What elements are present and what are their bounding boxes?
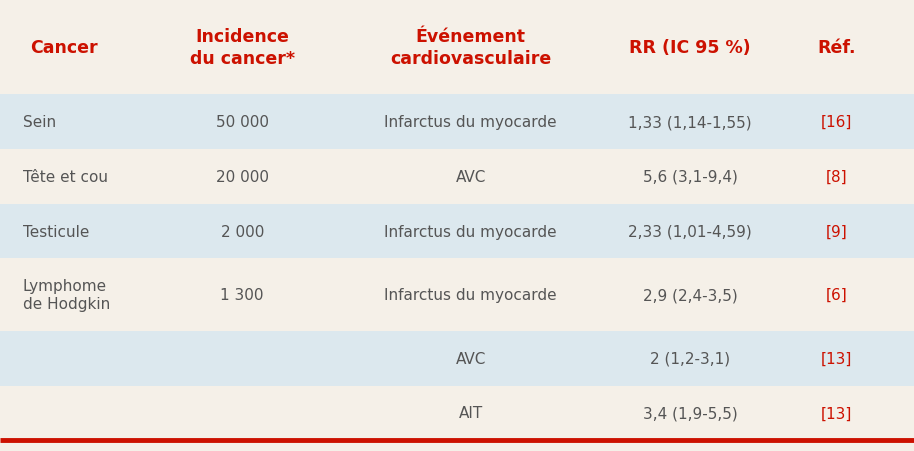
Text: 1,33 (1,14-1,55): 1,33 (1,14-1,55) — [628, 115, 752, 130]
Text: AIT: AIT — [459, 405, 483, 420]
Bar — [0, 0, 914, 95]
Text: 1 300: 1 300 — [220, 287, 264, 303]
Text: Réf.: Réf. — [817, 38, 856, 56]
Text: [6]: [6] — [825, 287, 847, 303]
Text: Cancer: Cancer — [30, 38, 98, 56]
Text: 2 (1,2-3,1): 2 (1,2-3,1) — [650, 351, 730, 366]
Text: 50 000: 50 000 — [216, 115, 269, 130]
Text: 2 000: 2 000 — [220, 224, 264, 239]
Text: AVC: AVC — [455, 351, 486, 366]
Text: Sein: Sein — [23, 115, 56, 130]
Text: [8]: [8] — [825, 170, 847, 184]
Text: 3,4 (1,9-5,5): 3,4 (1,9-5,5) — [643, 405, 738, 420]
Bar — [0, 386, 914, 440]
Text: Infarctus du myocarde: Infarctus du myocarde — [385, 224, 557, 239]
Bar — [0, 259, 914, 331]
Text: Infarctus du myocarde: Infarctus du myocarde — [385, 287, 557, 303]
Text: Infarctus du myocarde: Infarctus du myocarde — [385, 115, 557, 130]
Text: [13]: [13] — [821, 351, 852, 366]
Text: [13]: [13] — [821, 405, 852, 420]
Text: 20 000: 20 000 — [216, 170, 269, 184]
Bar — [0, 150, 914, 204]
Text: Événement
cardiovasculaire: Événement cardiovasculaire — [390, 28, 551, 68]
Bar — [0, 204, 914, 259]
Text: [9]: [9] — [825, 224, 847, 239]
Text: 2,33 (1,01-4,59): 2,33 (1,01-4,59) — [628, 224, 752, 239]
Text: 5,6 (3,1-9,4): 5,6 (3,1-9,4) — [643, 170, 738, 184]
Text: Incidence
du cancer*: Incidence du cancer* — [189, 28, 295, 68]
Text: Tête et cou: Tête et cou — [23, 170, 108, 184]
Bar — [0, 331, 914, 386]
Bar — [0, 95, 914, 150]
Text: [16]: [16] — [821, 115, 852, 130]
Text: Testicule: Testicule — [23, 224, 90, 239]
Text: RR (IC 95 %): RR (IC 95 %) — [629, 38, 751, 56]
Text: AVC: AVC — [455, 170, 486, 184]
Text: 2,9 (2,4-3,5): 2,9 (2,4-3,5) — [643, 287, 738, 303]
Text: Lymphome
de Hodgkin: Lymphome de Hodgkin — [23, 278, 110, 312]
